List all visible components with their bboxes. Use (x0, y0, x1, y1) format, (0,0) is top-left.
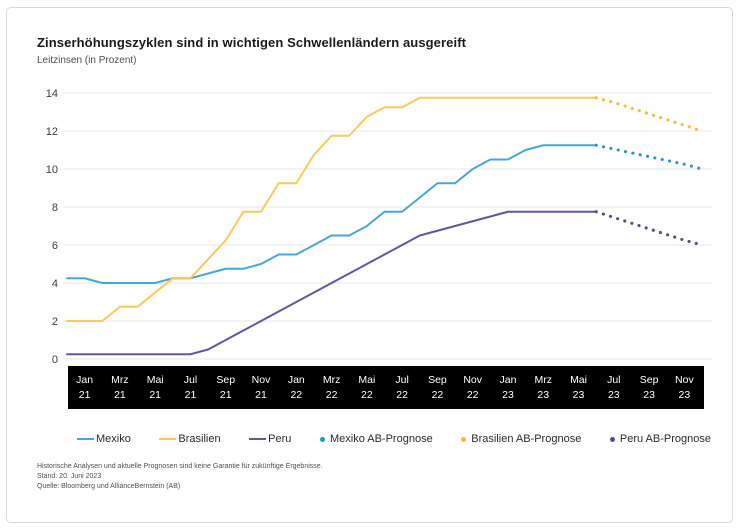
chart-card: Zinserhöhungszyklen sind in wichtigen Sc… (6, 7, 733, 523)
x-tick-label: Jan 21 (76, 374, 93, 401)
footnotes: Historische Analysen und aktuelle Progno… (37, 462, 323, 492)
x-tick-label: Jul 22 (395, 374, 408, 401)
x-tick-label: Nov 22 (463, 374, 482, 401)
x-tick-label: Sep 22 (428, 374, 447, 401)
y-tick-label: 2 (52, 316, 58, 328)
x-tick-label: Mai 22 (358, 374, 375, 401)
y-tick-label: 14 (46, 88, 58, 100)
footnote-disclaimer: Historische Analysen und aktuelle Progno… (37, 463, 323, 470)
y-tick-label: 4 (52, 278, 58, 290)
legend-item-brasilien: Brasilien (159, 433, 221, 445)
line-chart-canvas: 0 2 4 6 8 10 12 14 Jan 21 Mrz 21 Mai 21 Jul 21 Sep 21 Nov 2… (46, 88, 713, 409)
legend-dot-swatch-icon (461, 436, 467, 442)
chart: 0 2 4 6 8 10 12 14 Jan 21 Mrz 21 Mai 21 Jul 21 Sep 21 Nov 2… (7, 8, 732, 522)
x-tick-label: Mrz 22 (323, 374, 341, 401)
x-tick-label: Sep 23 (640, 374, 659, 401)
forecast-dots-peru (594, 210, 704, 247)
x-axis-band (68, 366, 704, 409)
x-tick-label: Mrz 21 (111, 374, 129, 401)
y-tick-label: 0 (52, 354, 58, 366)
x-tick-label: Mai 23 (570, 374, 587, 401)
footnote-quelle: Quelle: Bloomberg und AllianceBernstein … (37, 483, 181, 490)
y-tick-label: 12 (46, 126, 58, 138)
legend-item-mexiko-ab-prognose: Mexiko AB-Prognose (319, 433, 433, 445)
legend-dot-swatch-icon (609, 436, 615, 442)
legend-item-label: Peru AB-Prognose (619, 433, 711, 445)
footnote-stand: Stand: 20. Juni 2023 (37, 473, 102, 480)
y-tick-label: 10 (46, 164, 58, 176)
legend-item-label: Brasilien (178, 433, 221, 445)
x-tick-label: Sep 21 (216, 374, 235, 401)
legend-item-peru-ab-prognose: Peru AB-Prognose (609, 433, 711, 445)
x-tick-label: Jan 23 (500, 374, 517, 401)
forecast-dots-mexiko (594, 143, 704, 171)
line-peru (66, 210, 598, 356)
x-tick-label: Nov 21 (252, 374, 271, 401)
x-tick-label: Jan 22 (288, 374, 305, 401)
forecast-dots-brasilien (594, 96, 704, 133)
chart-title: Zinserhöhungszyklen sind in wichtigen Sc… (37, 35, 467, 50)
line-mexiko (66, 144, 598, 284)
legend-item-label: Mexiko (96, 433, 131, 445)
x-tick-label: Jul 23 (607, 374, 620, 401)
legend-dot-swatch-icon (319, 436, 325, 442)
legend-item-brasilien-ab-prognose: Brasilien AB-Prognose (461, 433, 581, 445)
y-tick-label: 8 (52, 202, 58, 214)
legend-line-swatch-icon (159, 438, 177, 440)
legend-item-peru: Peru (249, 433, 291, 445)
y-tick-label: 6 (52, 240, 58, 252)
legend-item-label: Brasilien AB-Prognose (471, 433, 582, 445)
line-brasilien (66, 96, 598, 322)
legend-item-mexiko: Mexiko (77, 433, 131, 445)
chart-subtitle: Leitzinsen (in Prozent) (37, 55, 137, 66)
x-tick-label: Jul 21 (184, 374, 197, 401)
x-tick-label: Mai 21 (147, 374, 164, 401)
x-tick-label: Mrz 23 (535, 374, 553, 401)
legend: Mexiko Brasilien Peru Mexiko AB-Prognose Bra… (77, 430, 711, 448)
x-tick-label: Nov 23 (675, 374, 694, 401)
legend-item-label: Mexiko AB-Prognose (329, 433, 433, 445)
legend-item-label: Peru (268, 433, 292, 445)
legend-line-swatch-icon (77, 438, 94, 440)
legend-line-swatch-icon (249, 438, 267, 440)
